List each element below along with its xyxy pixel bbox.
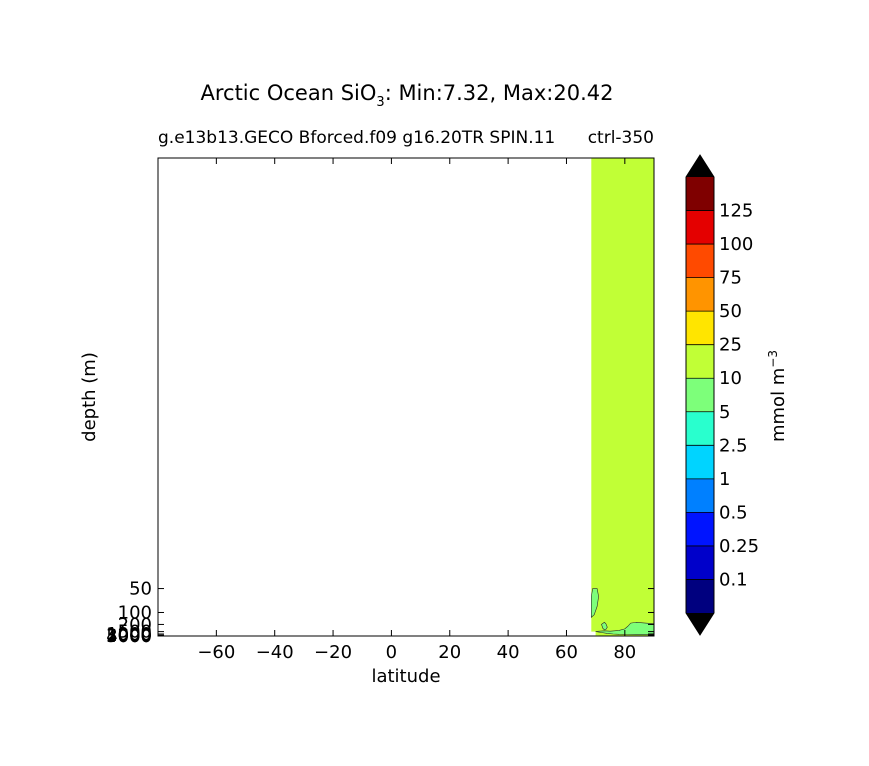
x-tick-label: −60 xyxy=(197,642,235,663)
x-tick-label: 80 xyxy=(613,642,636,663)
colorbar-bin xyxy=(686,210,714,245)
colorbar-tick-label: 1 xyxy=(719,469,730,490)
colorbar-tick-label: 0.25 xyxy=(719,536,759,557)
chart-subtitle-left: g.e13b13.GECO Bforced.f09 g16.20TR SPIN.… xyxy=(158,128,555,148)
colorbar-bin xyxy=(686,512,714,546)
contour-region-5-10 xyxy=(601,621,608,631)
colorbar-bin xyxy=(686,378,714,412)
y-tick-label: 500 xyxy=(118,622,152,643)
colorbar-bin xyxy=(686,177,714,211)
colorbar-tick-label: 25 xyxy=(719,335,742,356)
colorbar-tick-label: 10 xyxy=(719,368,742,389)
colorbar-tick-label: 125 xyxy=(719,201,753,222)
colorbar: 0.1 0.25 0.5 1 2.5 5 10 25 50 75 100 125 xyxy=(685,154,759,636)
colorbar-bin xyxy=(686,411,714,446)
chart-title-tail: : Min:7.32, Max:20.42 xyxy=(385,81,614,105)
colorbar-bin xyxy=(686,478,714,513)
colorbar-bin xyxy=(686,545,714,580)
colorbar-bin xyxy=(686,244,714,278)
x-tick-label: 40 xyxy=(497,642,520,663)
plot-frame xyxy=(157,157,655,637)
y-tick-label: 3000 xyxy=(106,626,152,647)
x-tick-label: −40 xyxy=(256,642,294,663)
colorbar-tick-label: 5 xyxy=(719,402,730,423)
x-tick-label: −20 xyxy=(314,642,352,663)
colorbar-extend-max xyxy=(686,155,714,177)
contour-region-10-25 xyxy=(582,158,654,636)
x-tick-label: 0 xyxy=(386,642,397,663)
colorbar-bin xyxy=(686,579,714,613)
x-tick-label: 60 xyxy=(555,642,578,663)
contour-layer xyxy=(582,158,655,636)
y-tick-label: 2000 xyxy=(106,625,152,646)
colorbar-extend-min xyxy=(686,613,714,635)
plot-area: −60 −40 −20 0 20 40 60 80 501002005001000200030… xyxy=(106,157,655,663)
y-tick-label: 5000 xyxy=(106,626,152,647)
y-tick-label: 100 xyxy=(118,602,152,623)
contour-region-5-10 xyxy=(590,588,599,618)
colorbar-label: mmol m−3 xyxy=(766,350,789,442)
colorbar-bin xyxy=(686,445,714,479)
y-tick-label: 200 xyxy=(118,614,152,635)
colorbar-tick-label: 75 xyxy=(719,268,742,289)
plot-background xyxy=(158,158,654,636)
x-axis-label: latitude xyxy=(371,666,440,687)
colorbar-tick-label: 0.1 xyxy=(719,569,748,590)
y-axis-label: depth (m) xyxy=(79,352,100,442)
colorbar-bin xyxy=(686,311,714,345)
x-axis-ticks: −60 −40 −20 0 20 40 60 80 xyxy=(197,158,636,663)
colorbar-tick-label: 50 xyxy=(719,301,742,322)
x-tick-label: 20 xyxy=(438,642,461,663)
colorbar-label-exponent: −3 xyxy=(766,350,780,368)
y-tick-label: 4000 xyxy=(106,626,152,647)
colorbar-outline xyxy=(685,154,715,636)
colorbar-tick-label: 2.5 xyxy=(719,435,748,456)
colorbar-tick-label: 100 xyxy=(719,234,753,255)
chart-subtitle-right: ctrl-350 xyxy=(588,128,654,148)
y-tick-label: 1000 xyxy=(106,624,152,645)
colorbar-tick-label: 0.5 xyxy=(719,502,748,523)
chart-title: Arctic Ocean SiO3: Min:7.32, Max:20.42 xyxy=(200,81,613,110)
colorbar-bin xyxy=(686,277,714,312)
colorbar-bin xyxy=(686,344,714,379)
y-tick-label: 50 xyxy=(129,579,152,600)
chart-title-subscript: 3 xyxy=(376,95,384,110)
